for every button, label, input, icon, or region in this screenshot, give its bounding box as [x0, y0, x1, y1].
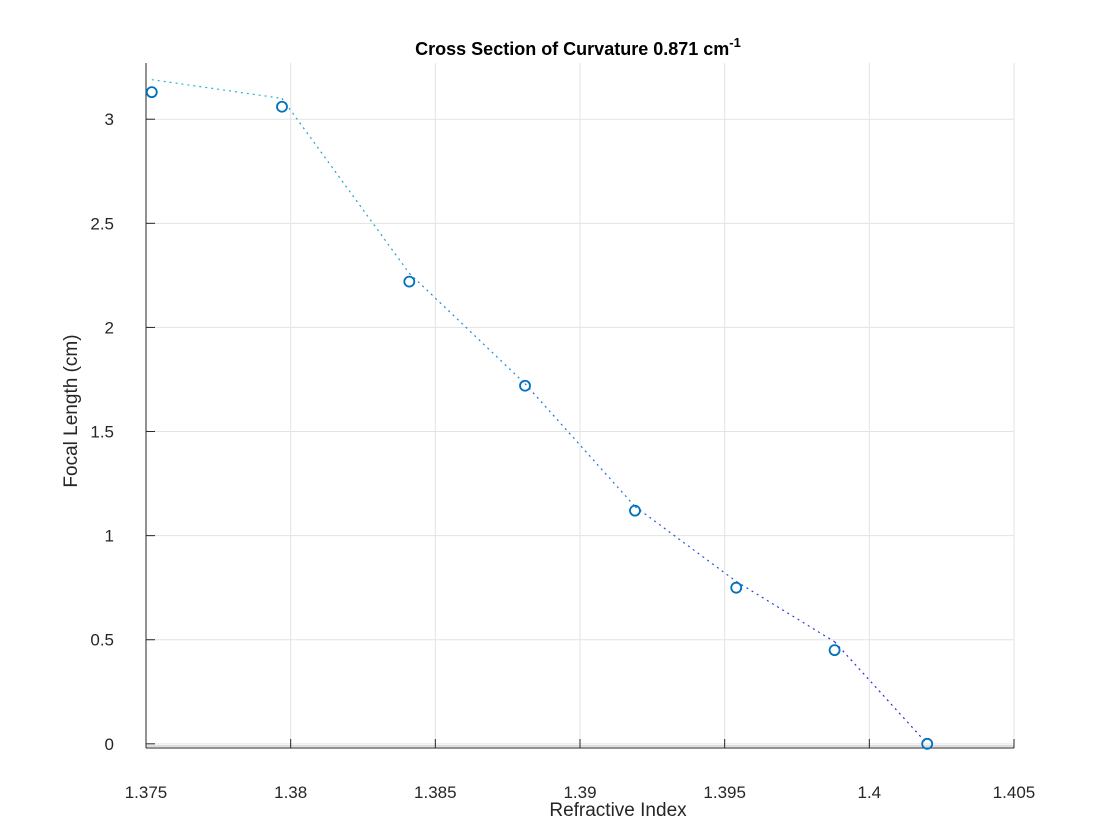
- y-tick-label: 2: [105, 318, 114, 337]
- x-tick-label: 1.375: [125, 783, 168, 802]
- y-axis-label: Focal Length (cm): [61, 334, 82, 487]
- y-tick-label: 3: [105, 110, 114, 129]
- dotted-line-segment: [408, 272, 526, 385]
- data-point: [276, 100, 288, 113]
- y-tick-label: 0: [105, 735, 114, 754]
- axes: [145, 63, 1015, 749]
- dotted-line-segment: [634, 505, 737, 582]
- y-tick-label: 1: [105, 527, 114, 546]
- chart-title-text: Cross Section of Curvature 0.871 cm: [415, 39, 729, 59]
- data-point: [629, 504, 641, 517]
- y-tick-label: 2.5: [90, 214, 114, 233]
- x-tick-label: 1.395: [703, 783, 746, 802]
- x-tick-label: 1.38: [274, 783, 307, 802]
- data-point: [145, 86, 158, 99]
- grid-lines: [145, 63, 1015, 748]
- chart-title: Cross Section of Curvature 0.871 cm-1: [415, 35, 741, 59]
- x-tick-label: 1.385: [414, 783, 457, 802]
- y-tick-label: 1.5: [90, 423, 114, 442]
- data-point: [730, 581, 743, 594]
- y-tick-label: 0.5: [90, 631, 114, 650]
- data-point: [403, 275, 416, 288]
- x-tick-label: 1.405: [993, 783, 1036, 802]
- tick-labels: 1.375 1.38 1.385 1.39 1.395 1.4 1.405 0 0.5 1 1.5 2…: [90, 110, 1035, 802]
- x-axis-label: Refractive Index: [549, 800, 687, 821]
- dotted-line-segment: [735, 580, 835, 643]
- data-point: [828, 644, 841, 657]
- dotted-line-segment: [151, 79, 283, 99]
- data-series: [145, 79, 934, 750]
- chart-title-superscript: -1: [729, 35, 741, 50]
- dotted-line-segment: [834, 641, 928, 745]
- data-point: [921, 737, 934, 750]
- x-tick-label: 1.39: [563, 783, 596, 802]
- dotted-line-segment: [281, 98, 410, 274]
- data-point: [519, 379, 531, 392]
- x-tick-label: 1.4: [858, 783, 882, 802]
